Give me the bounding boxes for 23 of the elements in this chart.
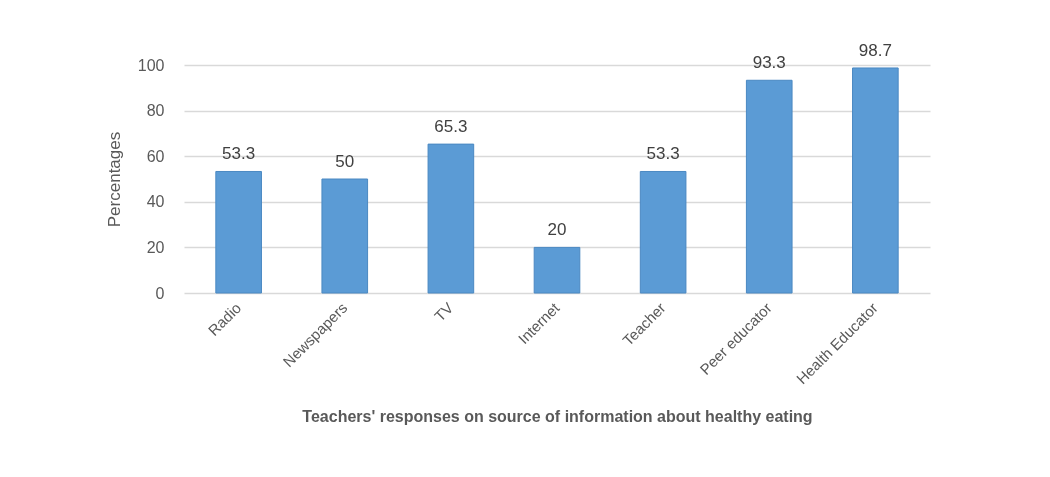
- data-label: 53.3: [222, 144, 256, 164]
- data-label: 20: [547, 220, 567, 240]
- data-label: 65.3: [434, 117, 468, 137]
- y-tick-label: 0: [155, 284, 165, 302]
- y-tick-label: 40: [146, 193, 165, 211]
- y-tick-label: 100: [137, 56, 165, 74]
- y-tick-label: 60: [146, 147, 165, 165]
- data-label: 98.7: [858, 40, 892, 60]
- bar: [427, 143, 475, 294]
- data-label: 53.3: [646, 144, 680, 164]
- bar: [745, 79, 793, 294]
- y-axis-title: Percentages: [104, 131, 124, 228]
- y-tick-label: 80: [146, 102, 165, 120]
- bar: [215, 170, 262, 294]
- bar: [321, 178, 369, 294]
- bar: [852, 67, 899, 294]
- data-label: 50: [335, 152, 355, 171]
- x-tick-label: TV: [430, 299, 457, 325]
- data-label: 93.3: [752, 53, 786, 73]
- y-tick-label: 20: [146, 238, 165, 256]
- bar: [533, 246, 581, 294]
- bar: [639, 170, 687, 294]
- x-axis-title: Teachers' responses on source of information about healthy eating: [302, 408, 813, 426]
